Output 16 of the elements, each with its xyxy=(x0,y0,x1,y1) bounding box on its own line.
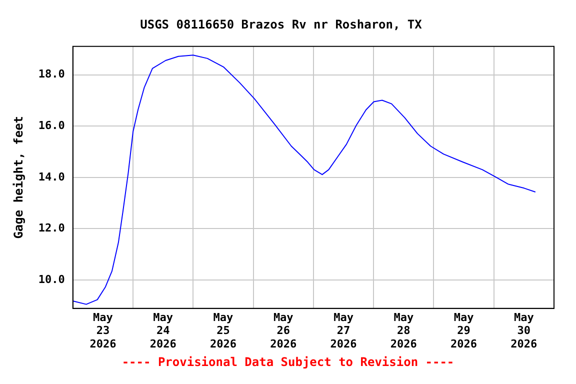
chart-title: USGS 08116650 Brazos Rv nr Rosharon, TX xyxy=(140,17,423,32)
y-tick-label: 10.0 xyxy=(38,272,65,286)
x-tick-label: May 24 2026 xyxy=(150,310,177,350)
text: ---- Provisional Data Subject to Revision ---- xyxy=(120,354,456,370)
x-tick-label: May 25 2026 xyxy=(210,310,237,350)
y-tick-label: 12.0 xyxy=(38,222,65,235)
x-tick-label: May 29 2026 xyxy=(450,310,478,350)
x-tick-label: May 23 2026 xyxy=(90,310,117,350)
y-axis-title: Gage height, feet xyxy=(11,116,26,239)
x-tick-label: May 26 2026 xyxy=(270,310,297,350)
y-tick-label: 14.0 xyxy=(38,170,65,184)
x-tick-label: May 27 2026 xyxy=(330,310,358,350)
y-tick-label: 16.0 xyxy=(38,118,65,132)
x-tick-label: May 30 2026 xyxy=(510,310,538,350)
y-tick-label: 18.0 xyxy=(38,68,65,81)
x-tick-label: May 28 2026 xyxy=(390,310,418,350)
